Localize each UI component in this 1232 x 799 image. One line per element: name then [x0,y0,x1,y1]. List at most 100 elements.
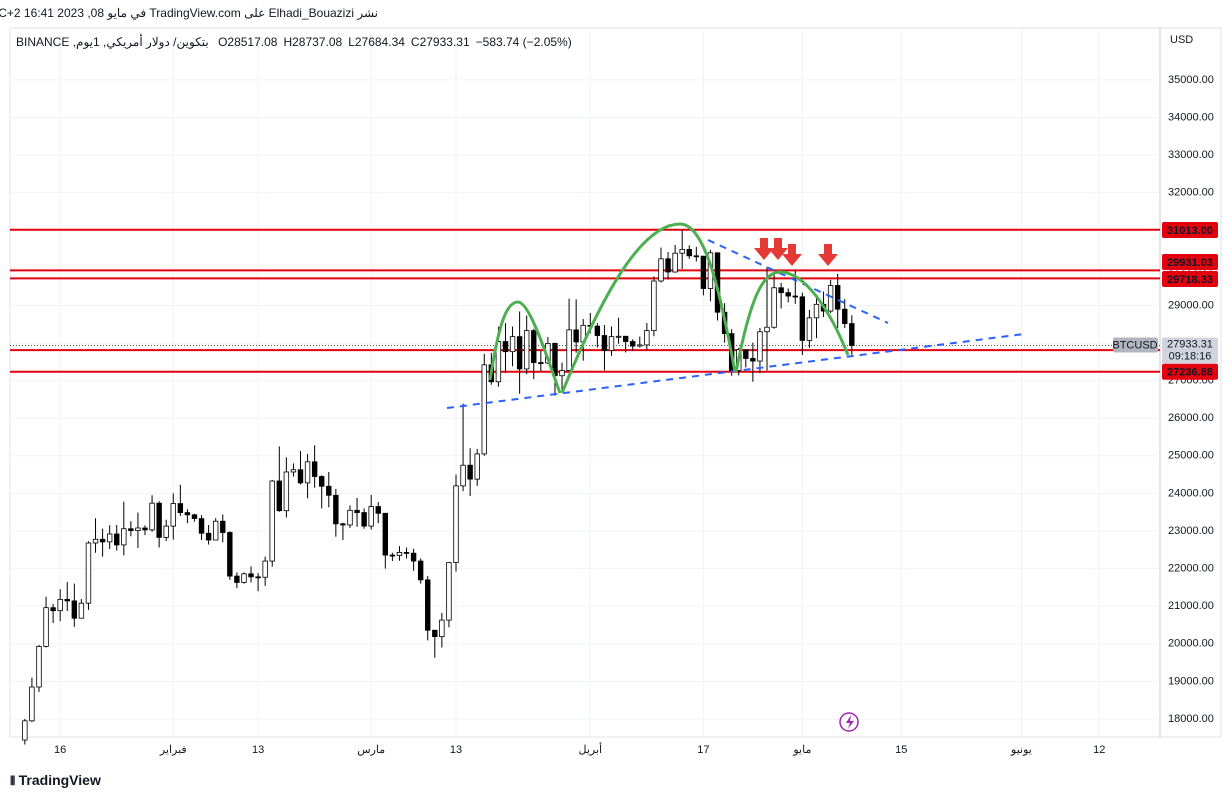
x-tick-label: 13 [252,744,264,756]
candle-body [474,453,480,480]
legend: بتكوين/ دولار أمريكي, 1يوم, BINANCE O285… [16,35,572,49]
currency: USD [1170,34,1194,46]
last-price-label: 27933.31 [1167,338,1213,350]
level-label: 27236.88 [1167,367,1213,379]
candle-body [799,296,806,341]
candle-body [403,552,410,554]
candle-body [559,370,565,377]
y-tick-label: 18000.00 [1168,713,1214,725]
candle-body [248,573,254,578]
candle-body [262,560,268,578]
x-tick-label: مايو [792,744,811,756]
candle-body [601,335,608,351]
candle-body [743,349,749,359]
candle-body [693,255,700,258]
candle-body [198,518,205,534]
y-tick-label: 23000.00 [1168,525,1214,537]
candle-body [827,285,834,312]
candle-body [177,503,184,513]
candle-body [686,249,692,257]
candle-body [750,358,756,362]
candle-body [672,252,678,273]
candle-body [50,607,56,612]
candle-body [149,502,155,531]
candle-body [92,538,99,544]
event-icon-bolt [846,715,854,729]
candle-body [432,629,438,638]
candle-body [615,335,622,338]
candle-body [608,336,615,351]
candle-body [382,512,389,556]
candle-body [389,554,396,557]
candle-body [834,285,841,310]
candle-body [502,341,509,353]
y-tick-label: 34000.00 [1168,111,1214,123]
candle-body [651,280,657,332]
candle-body [453,485,459,563]
level-label-box [1162,271,1218,287]
y-tick-label: 26000.00 [1168,412,1214,424]
candle-body [446,562,452,621]
candle-body [481,364,487,455]
level-label-box [1162,254,1218,270]
x-tick-label: 16 [54,744,66,756]
candle-body [319,476,325,487]
candle-body [78,602,85,619]
candle-body [531,330,537,363]
candle-body [700,255,707,289]
candle-body [121,528,127,546]
arrow [768,238,788,260]
candle-body [71,600,78,619]
candle-body [227,532,233,577]
candle-body [191,514,198,519]
legend-value: C27933.31 [410,35,470,49]
arrow [782,244,802,266]
arrows [754,238,838,266]
candle-body [842,308,848,324]
candle-body [234,575,240,583]
arrow [818,244,838,266]
x-tick-label: مارس [357,744,385,756]
candle-body [283,471,290,512]
candle-body [276,480,282,512]
candle-body [99,538,106,543]
level-label: 29931.03 [1167,257,1213,269]
last-price-box [1162,337,1218,364]
y-tick-label: 29000.00 [1168,299,1214,311]
trend-line [707,239,889,324]
x-tick-label: 15 [895,744,907,756]
candle-body [509,336,516,353]
candle-body [347,509,353,526]
candle-body [622,335,629,342]
candle-body [29,686,35,722]
candle-body [573,329,579,343]
candle-body [523,330,530,370]
candle-body [778,287,784,294]
candle-body [57,599,63,612]
annotations [446,222,1025,732]
candle-body [184,512,191,516]
grid [10,28,1160,737]
level-label: 31013.00 [1167,225,1213,237]
candle-body [311,461,318,477]
y-tick-label: 22000.00 [1168,562,1214,574]
candle-body [156,502,162,538]
candle-body [417,560,424,581]
candle-body [354,509,360,513]
legend-values: O28517.08 H28737.08 L27684.34 C27933.31 −583… [212,35,572,49]
candle-body [22,720,28,741]
candle-body [771,287,777,328]
y-tick-label: 35000.00 [1168,74,1214,86]
candle-body [304,461,311,484]
candle-body [467,464,473,480]
candle-body [326,485,332,496]
candle-body [460,464,466,487]
candle-body [163,525,169,538]
candle-body [396,552,403,556]
candles [22,230,855,745]
pattern-curve [488,300,562,394]
y-tick-label: 20000.00 [1168,638,1214,650]
symbol: بتكوين/ دولار أمريكي, 1يوم, BINANCE [16,35,209,49]
candle-body [212,520,219,541]
